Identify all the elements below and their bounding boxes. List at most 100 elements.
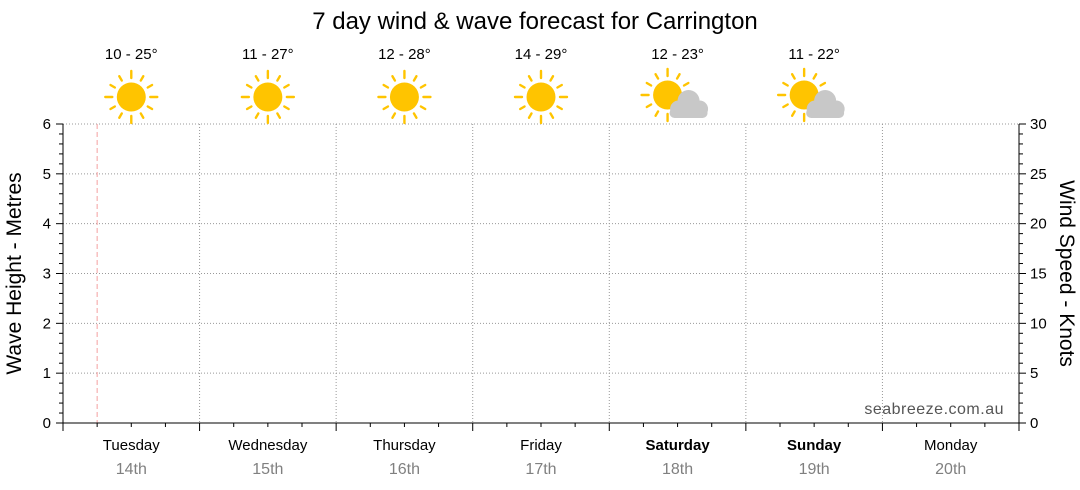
sun-ray bbox=[391, 75, 397, 82]
temperature-label: 12 - 23° bbox=[651, 46, 704, 63]
day-name-label: Friday bbox=[520, 437, 562, 454]
day-name-label: Sunday bbox=[787, 437, 842, 454]
partly-cloudy-icon bbox=[776, 67, 845, 123]
day-labels: Tuesday 14th Wednesday 15th Thursday 16th Frid… bbox=[103, 437, 978, 478]
sun-ray bbox=[782, 81, 789, 87]
sun-ray bbox=[790, 73, 796, 80]
left-axis-tick-labels: 0 1 2 3 4 5 6 bbox=[43, 116, 51, 432]
left-axis-tick-label: 4 bbox=[43, 216, 51, 233]
left-axis-tick-label: 2 bbox=[43, 315, 51, 332]
temperature-label: 14 - 29° bbox=[515, 46, 568, 63]
sun-ray bbox=[549, 75, 555, 82]
sun-ray bbox=[654, 73, 660, 80]
sun-ray bbox=[645, 103, 653, 109]
cloud-base bbox=[669, 108, 708, 118]
cloud-shape bbox=[806, 90, 845, 118]
sun-ray bbox=[254, 75, 260, 82]
left-axis-tick-label: 6 bbox=[43, 116, 51, 133]
sun-ray bbox=[146, 105, 154, 111]
sun-ray bbox=[283, 105, 290, 111]
day-date-label: 15th bbox=[252, 461, 283, 478]
sun-ray bbox=[419, 83, 427, 89]
sun-ray bbox=[675, 73, 681, 80]
sun-ray bbox=[419, 105, 427, 111]
left-axis-tick-label: 3 bbox=[43, 266, 51, 283]
sun-ray bbox=[819, 81, 827, 87]
sun-ray bbox=[782, 103, 789, 109]
left-axis-title: Wave Height - Metres bbox=[3, 172, 26, 374]
sun-ray bbox=[118, 112, 123, 119]
sun-ray bbox=[391, 112, 397, 119]
right-axis-tick-label: 20 bbox=[1030, 216, 1047, 233]
day-name-label: Thursday bbox=[373, 437, 436, 454]
right-axis-tick-label: 30 bbox=[1030, 116, 1047, 133]
day-name-label: Saturday bbox=[645, 437, 710, 454]
sun-icon bbox=[377, 69, 432, 125]
sun-ray bbox=[556, 105, 563, 111]
weather-icons bbox=[104, 67, 845, 125]
watermark: seabreeze.com.au bbox=[864, 401, 1004, 418]
chart-title: 7 day wind & wave forecast for Carringto… bbox=[312, 8, 758, 35]
right-axis-title: Wind Speed - Knots bbox=[1055, 180, 1078, 367]
sun-ray bbox=[276, 112, 282, 119]
axis-ticks bbox=[56, 123, 1026, 431]
day-date-label: 17th bbox=[525, 461, 556, 478]
sun-ray bbox=[245, 105, 253, 111]
day-name-label: Tuesday bbox=[103, 437, 160, 454]
sun-ray bbox=[382, 105, 390, 111]
sun-disc bbox=[116, 82, 146, 112]
sun-ray bbox=[118, 75, 123, 82]
sun-ray bbox=[283, 83, 290, 89]
sun-icon bbox=[104, 69, 159, 125]
right-axis-tick-label: 15 bbox=[1030, 266, 1047, 283]
day-date-label: 16th bbox=[389, 461, 420, 478]
sun-ray bbox=[146, 83, 154, 89]
sun-ray bbox=[645, 81, 653, 87]
day-name-label: Monday bbox=[924, 437, 978, 454]
sun-ray bbox=[139, 112, 145, 119]
sun-ray bbox=[790, 110, 796, 117]
temperature-label: 11 - 22° bbox=[788, 46, 840, 63]
grid-lines bbox=[63, 123, 1019, 423]
day-date-label: 18th bbox=[662, 461, 693, 478]
day-date-label: 14th bbox=[116, 461, 147, 478]
sun-ray bbox=[812, 73, 818, 80]
sun-ray bbox=[412, 112, 418, 119]
sun-ray bbox=[245, 83, 253, 89]
sun-ray bbox=[549, 112, 555, 119]
sun-ray bbox=[527, 112, 533, 119]
sun-ray bbox=[527, 75, 533, 82]
sun-ray bbox=[109, 83, 117, 89]
day-name-label: Wednesday bbox=[228, 437, 307, 454]
left-axis-tick-label: 1 bbox=[43, 365, 51, 382]
right-axis-tick-labels: 0 5 10 15 20 25 30 bbox=[1030, 116, 1047, 432]
sun-disc bbox=[253, 82, 283, 112]
right-axis-tick-label: 10 bbox=[1030, 315, 1047, 332]
sun-ray bbox=[109, 105, 117, 111]
sun-ray bbox=[139, 75, 145, 82]
sun-disc bbox=[526, 82, 556, 112]
cloud-base bbox=[806, 108, 845, 118]
left-axis-tick-label: 5 bbox=[43, 166, 51, 183]
sun-ray bbox=[519, 105, 526, 111]
sun-ray bbox=[254, 112, 260, 119]
temperature-label: 11 - 27° bbox=[242, 46, 294, 63]
right-axis-tick-label: 5 bbox=[1030, 365, 1038, 382]
sun-disc bbox=[389, 82, 419, 112]
partly-cloudy-icon bbox=[640, 67, 709, 123]
sun-icon bbox=[513, 69, 569, 125]
temperature-label: 12 - 28° bbox=[378, 46, 431, 63]
day-date-label: 20th bbox=[935, 461, 966, 478]
right-axis-tick-label: 0 bbox=[1030, 415, 1038, 432]
left-axis-tick-label: 0 bbox=[43, 415, 51, 432]
right-axis-tick-label: 25 bbox=[1030, 166, 1047, 183]
sun-ray bbox=[382, 83, 390, 89]
sun-ray bbox=[412, 75, 418, 82]
temperature-label: 10 - 25° bbox=[105, 46, 158, 63]
sun-ray bbox=[682, 81, 690, 87]
sun-ray bbox=[519, 83, 526, 89]
sun-icon bbox=[240, 69, 296, 125]
day-date-label: 19th bbox=[799, 461, 830, 478]
sun-ray bbox=[556, 83, 563, 89]
